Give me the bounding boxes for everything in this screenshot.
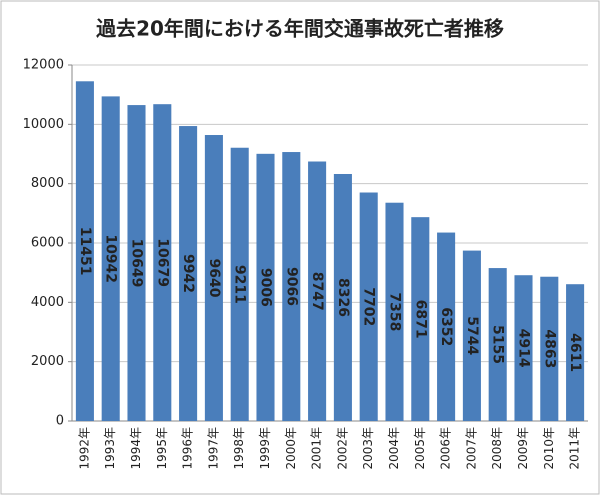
x-tick-label: 2000年 bbox=[284, 427, 298, 470]
bar bbox=[179, 126, 198, 421]
bar bbox=[488, 268, 507, 421]
x-tick-label: 2005年 bbox=[413, 427, 427, 470]
bar bbox=[282, 152, 301, 422]
x-tick-label: 2001年 bbox=[310, 427, 324, 470]
bar bbox=[101, 96, 120, 422]
bar bbox=[256, 153, 275, 421]
bar bbox=[566, 284, 585, 421]
y-tick-label: 8000 bbox=[31, 176, 64, 191]
value-label: 7358 bbox=[387, 292, 403, 331]
value-label: 10649 bbox=[129, 239, 145, 288]
value-label: 5155 bbox=[490, 325, 506, 364]
y-tick-label: 2000 bbox=[31, 354, 64, 369]
bar bbox=[308, 161, 327, 421]
x-tick-label: 2002年 bbox=[335, 427, 349, 470]
x-tick-label: 2010年 bbox=[542, 427, 556, 470]
bar bbox=[462, 250, 481, 421]
x-tick-label: 1992年 bbox=[77, 427, 91, 470]
bar bbox=[540, 276, 559, 421]
value-label: 10679 bbox=[154, 238, 170, 287]
bar bbox=[514, 275, 533, 421]
bar bbox=[437, 232, 456, 421]
value-label: 5744 bbox=[464, 316, 480, 355]
x-tick-label: 1998年 bbox=[232, 427, 246, 470]
value-label: 9211 bbox=[232, 265, 248, 304]
value-label: 6871 bbox=[412, 300, 428, 339]
x-tick-label: 1993年 bbox=[103, 427, 117, 470]
value-label: 4611 bbox=[567, 333, 583, 372]
x-tick-label: 1996年 bbox=[181, 427, 195, 470]
y-tick-label: 6000 bbox=[31, 236, 64, 251]
bar bbox=[153, 104, 172, 421]
value-label: 9066 bbox=[283, 267, 299, 306]
x-tick-label: 2008年 bbox=[490, 427, 504, 470]
bar bbox=[204, 135, 223, 421]
y-tick-label: 4000 bbox=[31, 295, 64, 310]
x-tick-label: 2003年 bbox=[361, 427, 375, 470]
value-label: 11451 bbox=[77, 227, 93, 276]
value-label: 9942 bbox=[180, 254, 196, 293]
bar bbox=[75, 81, 94, 422]
x-tick-label: 2011年 bbox=[568, 427, 582, 470]
bar bbox=[127, 105, 146, 422]
bar bbox=[411, 217, 430, 421]
value-label: 10942 bbox=[103, 234, 119, 283]
x-tick-label: 1999年 bbox=[258, 427, 272, 470]
x-tick-label: 2009年 bbox=[516, 427, 530, 470]
value-label: 8747 bbox=[309, 272, 325, 311]
value-label: 7702 bbox=[361, 287, 377, 326]
y-tick-label: 10000 bbox=[23, 117, 64, 132]
bar bbox=[230, 147, 249, 421]
x-tick-label: 1995年 bbox=[155, 427, 169, 470]
bar bbox=[385, 202, 404, 421]
y-tick-label: 12000 bbox=[23, 58, 64, 73]
x-tick-label: 2004年 bbox=[387, 427, 401, 470]
value-label: 6352 bbox=[438, 307, 454, 346]
value-label: 9640 bbox=[206, 259, 222, 298]
bar bbox=[333, 173, 352, 421]
x-tick-label: 1994年 bbox=[129, 427, 143, 470]
x-tick-label: 2007年 bbox=[464, 427, 478, 470]
y-tick-label: 0 bbox=[56, 414, 64, 429]
bar bbox=[359, 192, 378, 421]
value-label: 8326 bbox=[335, 278, 351, 317]
x-tick-label: 1997年 bbox=[206, 427, 220, 470]
value-label: 9006 bbox=[258, 268, 274, 307]
value-label: 4914 bbox=[516, 329, 532, 368]
value-label: 4863 bbox=[541, 329, 557, 368]
chart-title: 過去20年間における年間交通事故死亡者推移 bbox=[96, 17, 504, 41]
x-tick-label: 2006年 bbox=[439, 427, 453, 470]
